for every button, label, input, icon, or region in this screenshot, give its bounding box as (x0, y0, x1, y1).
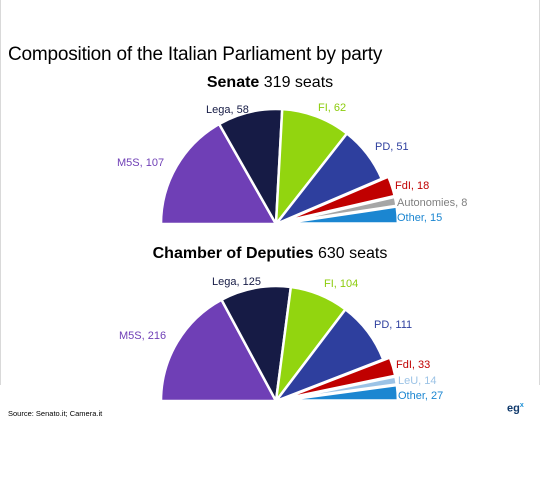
senate-label-autonomies: Autonomies, 8 (397, 197, 467, 209)
brand-logo-text: eg (507, 402, 520, 415)
senate-label-other: Other, 15 (397, 212, 442, 224)
senate-label-fdi: FdI, 18 (395, 180, 429, 192)
chamber-chamber-name: Chamber of Deputies (152, 245, 314, 262)
chamber-chart-title: Chamber of Deputies 630 seats (0, 245, 540, 263)
chamber-slice-m5s (159, 298, 278, 403)
chamber-slice-other (281, 383, 400, 402)
frame-left-edge (0, 0, 1, 385)
chamber-label-leu: LeU, 14 (398, 375, 437, 387)
chamber-seat-count: 630 seats (317, 245, 388, 262)
chamber-slice-lega (220, 284, 293, 403)
chamber-label-other: Other, 27 (398, 390, 443, 402)
senate-label-pd: PD, 51 (375, 141, 409, 153)
chamber-semicircle-chart: M5S, 216 Lega, 125 FI, 104 PD, 111 FdI, 33 Le… (119, 276, 443, 403)
brand-logo: egx (507, 402, 524, 415)
chamber-label-lega: Lega, 125 (212, 276, 261, 288)
senate-chart-title: Senate 319 seats (0, 74, 540, 92)
senate-slice-m5s (159, 122, 278, 226)
chamber-label-m5s: M5S, 216 (119, 330, 166, 342)
senate-semicircle-chart: M5S, 107 Lega, 58 FI, 62 PD, 51 FdI, 18 Auton… (117, 102, 467, 226)
page-title: Composition of the Italian Parliament by… (8, 44, 383, 65)
senate-chamber-name: Senate (206, 74, 260, 91)
senate-seat-count: 319 seats (263, 74, 334, 91)
senate-label-fi: FI, 62 (318, 102, 346, 114)
source-note: Source: Senato.it; Camera.it (8, 409, 103, 418)
senate-label-lega: Lega, 58 (206, 104, 249, 116)
chamber-label-fi: FI, 104 (324, 278, 358, 290)
chamber-label-pd: PD, 111 (374, 319, 412, 331)
brand-logo-mark: x (519, 402, 524, 409)
chamber-label-fdi: FdI, 33 (396, 359, 430, 371)
senate-label-m5s: M5S, 107 (117, 157, 164, 169)
senate-slice-other (281, 205, 400, 225)
